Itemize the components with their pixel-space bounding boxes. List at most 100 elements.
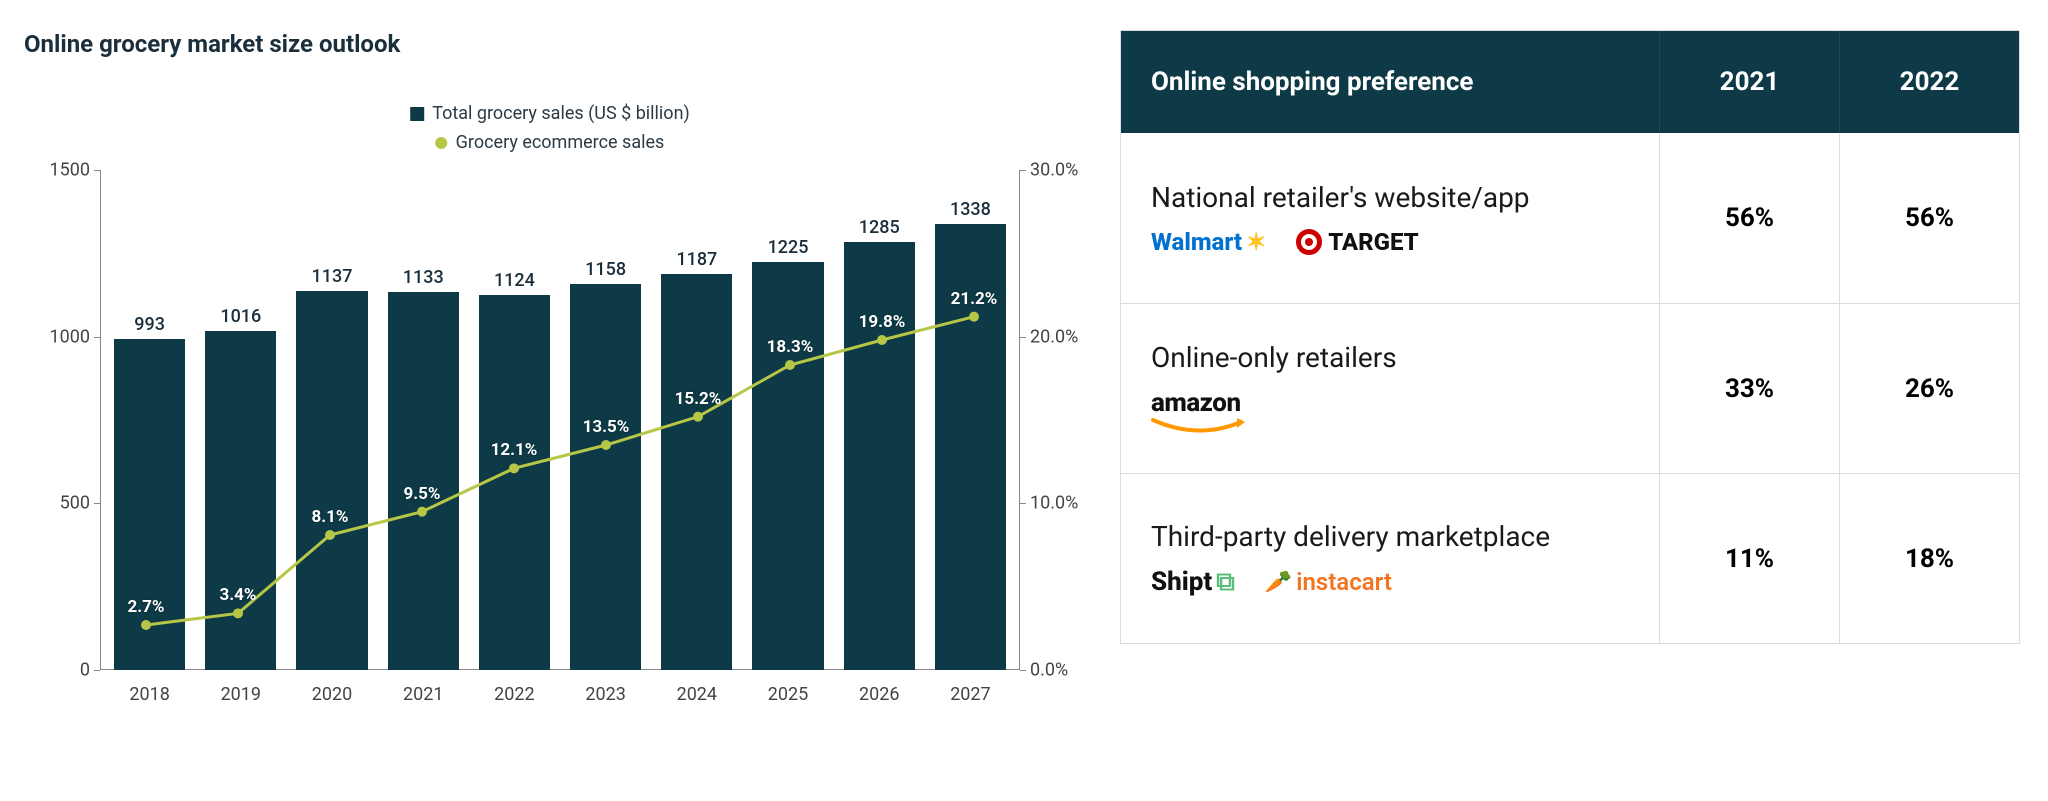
- instacart-carrot-icon: 🥕: [1265, 570, 1292, 595]
- bar-value-label: 1158: [585, 259, 626, 280]
- x-axis-label: 2019: [221, 684, 261, 705]
- line-value-label: 19.8%: [859, 312, 906, 332]
- bar-value-label: 1137: [312, 266, 353, 287]
- table-row: Third-party delivery marketplace Shipt⧉ 🥕i…: [1121, 473, 2019, 643]
- y-right-tick: [1020, 503, 1026, 504]
- y-right-label: 20.0%: [1030, 326, 1078, 347]
- line-value-label: 2.7%: [127, 597, 164, 617]
- x-axis-label: 2021: [403, 684, 443, 705]
- shipt-logo: Shipt⧉: [1151, 567, 1235, 598]
- y-left-label: 0: [80, 660, 90, 681]
- bar-slot: 12252025: [742, 170, 833, 670]
- header-col-2022: 2022: [1839, 31, 2019, 133]
- x-axis-label: 2025: [768, 684, 808, 705]
- line-value-label: 12.1%: [491, 440, 538, 460]
- brand-logos: amazon: [1151, 388, 1245, 436]
- bar-value-label: 1285: [859, 217, 900, 238]
- row-main-cell: Third-party delivery marketplace Shipt⧉ 🥕i…: [1121, 474, 1659, 643]
- y-right-label: 0.0%: [1030, 660, 1068, 681]
- bar-slot: 12852026: [834, 170, 925, 670]
- bar-slot: 11872024: [651, 170, 742, 670]
- header-title-cell: Online shopping preference: [1121, 31, 1659, 133]
- cell-2022: 56%: [1839, 133, 2019, 303]
- row-label: National retailer's website/app: [1151, 181, 1530, 214]
- brand-logos: Walmart✶ TARGET: [1151, 228, 1419, 256]
- line-value-label: 18.3%: [767, 337, 814, 357]
- cell-2021: 11%: [1659, 474, 1839, 643]
- bar: [844, 242, 915, 670]
- x-axis-label: 2020: [312, 684, 352, 705]
- y-left-label: 1000: [50, 326, 90, 347]
- x-axis-label: 2027: [950, 684, 990, 705]
- line-value-label: 3.4%: [219, 585, 256, 605]
- table-header: Online shopping preference 2021 2022: [1121, 31, 2019, 133]
- y-right-label: 10.0%: [1030, 493, 1078, 514]
- y-right-tick: [1020, 170, 1026, 171]
- table-row: National retailer's website/app Walmart✶ T…: [1121, 133, 2019, 303]
- instacart-logo: 🥕instacart: [1265, 568, 1392, 596]
- bar: [479, 295, 550, 670]
- line-value-label: 9.5%: [403, 484, 440, 504]
- bar-value-label: 1016: [220, 306, 261, 327]
- bar-value-label: 993: [134, 314, 165, 335]
- x-axis-label: 2018: [129, 684, 169, 705]
- x-axis-label: 2026: [859, 684, 899, 705]
- bar: [296, 291, 367, 670]
- bar: [752, 262, 823, 670]
- header-col-2021: 2021: [1659, 31, 1839, 133]
- walmart-logo: Walmart✶: [1151, 228, 1266, 256]
- x-axis-label: 2022: [494, 684, 534, 705]
- bar: [661, 274, 732, 670]
- y-right-tick: [1020, 670, 1026, 671]
- header-title: Online shopping preference: [1151, 67, 1473, 97]
- amazon-smile-icon: [1151, 418, 1245, 436]
- line-value-label: 21.2%: [951, 289, 998, 309]
- line-value-label: 15.2%: [675, 389, 722, 409]
- legend-bar-swatch: [410, 107, 424, 121]
- chart-legend: Total grocery sales (US $ billion) Groce…: [410, 100, 690, 158]
- plot-area: 050010001500 0.0%10.0%20.0%30.0% 9932018…: [100, 170, 1020, 720]
- x-axis-label: 2023: [585, 684, 625, 705]
- bar-slot: 11372020: [286, 170, 377, 670]
- cell-2022: 26%: [1839, 304, 2019, 473]
- bar-value-label: 1133: [403, 267, 444, 288]
- brand-logos: Shipt⧉ 🥕instacart: [1151, 567, 1392, 598]
- market-size-chart: Online grocery market size outlook Total…: [20, 30, 1080, 770]
- bar: [570, 284, 641, 670]
- row-label: Third-party delivery marketplace: [1151, 520, 1550, 553]
- preference-table: Online shopping preference 2021 2022 Nat…: [1120, 30, 2020, 644]
- legend-line-swatch: [436, 137, 448, 149]
- target-bullseye-icon: [1296, 229, 1322, 255]
- chart-title: Online grocery market size outlook: [24, 30, 1080, 58]
- line-value-label: 8.1%: [311, 507, 348, 527]
- bar: [114, 339, 185, 670]
- y-left-label: 1500: [50, 160, 90, 181]
- bar-value-label: 1338: [950, 199, 991, 220]
- target-logo: TARGET: [1296, 228, 1419, 256]
- cell-2022: 18%: [1839, 474, 2019, 643]
- bar-value-label: 1225: [768, 237, 809, 258]
- row-main-cell: Online-only retailers amazon: [1121, 304, 1659, 473]
- walmart-spark-icon: ✶: [1246, 228, 1266, 256]
- y-right-label: 30.0%: [1030, 160, 1078, 181]
- bar: [205, 331, 276, 670]
- bar-slot: 11242022: [469, 170, 560, 670]
- bar-value-label: 1187: [676, 249, 717, 270]
- row-label: Online-only retailers: [1151, 341, 1397, 374]
- y-left-tick: [94, 670, 100, 671]
- row-main-cell: National retailer's website/app Walmart✶ T…: [1121, 133, 1659, 303]
- bar-slot: 9932018: [104, 170, 195, 670]
- bar-slot: 11332021: [378, 170, 469, 670]
- y-left-label: 500: [60, 493, 90, 514]
- legend-bar-label: Total grocery sales (US $ billion): [432, 100, 690, 129]
- y-right-tick: [1020, 337, 1026, 338]
- cell-2021: 33%: [1659, 304, 1839, 473]
- bar-slot: 13382027: [925, 170, 1016, 670]
- cell-2021: 56%: [1659, 133, 1839, 303]
- legend-line-label: Grocery ecommerce sales: [456, 129, 665, 158]
- table-row: Online-only retailers amazon 33%26%: [1121, 303, 2019, 473]
- line-value-label: 13.5%: [583, 417, 630, 437]
- shipt-bag-icon: ⧉: [1216, 567, 1235, 598]
- bar: [388, 292, 459, 670]
- amazon-logo: amazon: [1151, 388, 1245, 436]
